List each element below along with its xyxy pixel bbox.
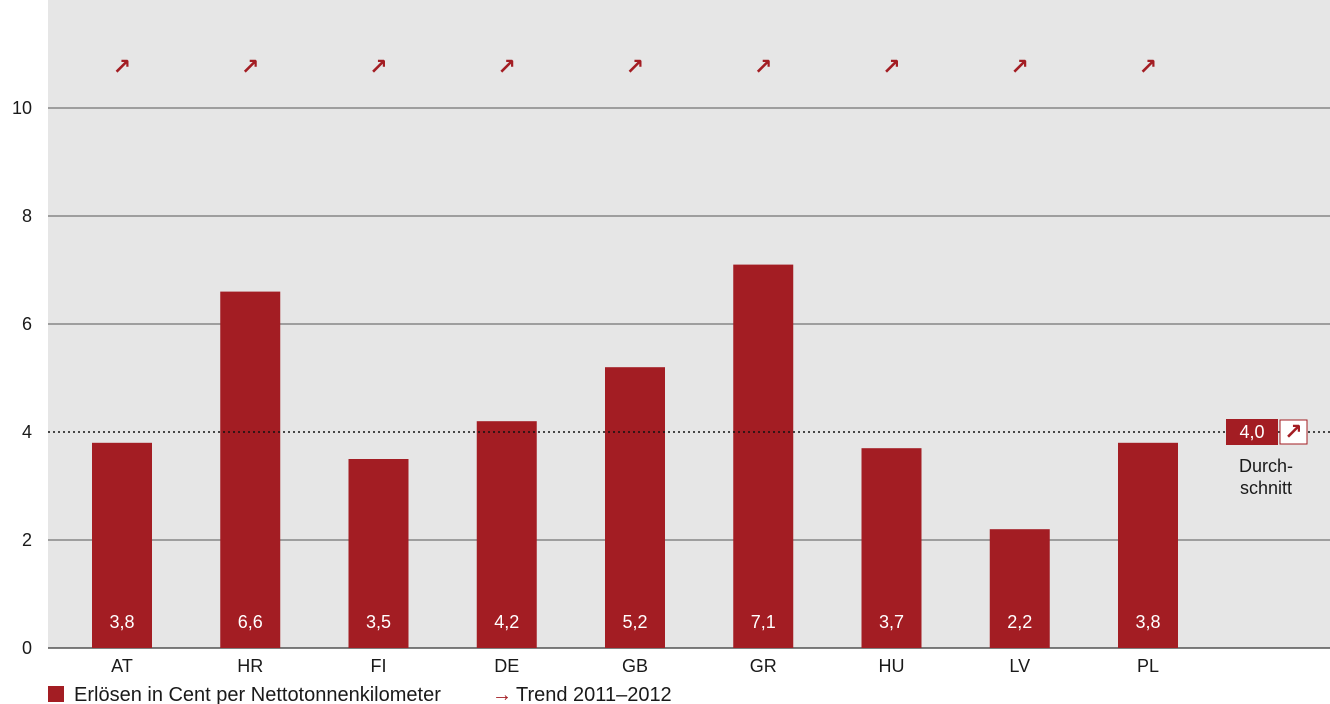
y-tick-label: 6	[22, 314, 32, 334]
legend-series-label: Erlösen in Cent per Nettotonnenkilometer	[74, 684, 441, 704]
trend-arrow-icon: ↗	[1011, 54, 1029, 79]
y-tick-label: 0	[22, 638, 32, 658]
x-tick-label: GB	[622, 656, 648, 676]
trend-arrow-icon: ↗	[626, 54, 644, 79]
trend-arrow-icon: ↗	[113, 54, 131, 79]
bar-value-label: 3,8	[109, 612, 134, 632]
y-tick-label: 10	[12, 98, 32, 118]
bars: 3,8 6,6 3,5 4,2 5,2 7,1 3,7 2,2 3,8	[92, 264, 1178, 648]
x-tick-label: LV	[1009, 656, 1030, 676]
trend-arrow-icon: ↗	[498, 54, 516, 79]
trend-arrow-icon: ↗	[754, 54, 772, 79]
bar	[733, 264, 794, 648]
x-tick-label: FI	[371, 656, 387, 676]
y-tick-label: 4	[22, 422, 32, 442]
legend-swatch	[48, 686, 64, 702]
average-text-line1: Durch-	[1239, 456, 1293, 476]
y-tick-label: 8	[22, 206, 32, 226]
trend-arrow-icon: ↗	[369, 54, 387, 79]
bar-value-label: 3,5	[366, 612, 391, 632]
y-tick-label: 2	[22, 530, 32, 550]
x-tick-label: GR	[750, 656, 777, 676]
average-value-label: 4,0	[1239, 422, 1264, 442]
bar-value-label: 3,8	[1135, 612, 1160, 632]
x-tick-label: PL	[1137, 656, 1159, 676]
bar	[605, 367, 665, 648]
trend-arrow-icon: ↗	[882, 54, 900, 79]
trend-arrow-icon: ↗	[241, 54, 259, 79]
average-trend-icon: ↗	[1284, 419, 1302, 444]
y-axis-ticks: 0 2 4 6 8 10	[12, 98, 32, 658]
trend-arrows: ↗ ↗ ↗ ↗ ↗ ↗ ↗ ↗ ↗	[113, 54, 1157, 79]
bar	[92, 442, 152, 648]
bar	[476, 421, 537, 648]
average-trend-box	[1279, 419, 1308, 445]
legend-trend-arrow-icon: →	[492, 684, 512, 704]
average-text-line2: schnitt	[1240, 478, 1292, 498]
trend-arrow-icon: ↗	[1139, 54, 1157, 79]
x-tick-label: AT	[111, 656, 133, 676]
x-tick-label: HU	[879, 656, 905, 676]
x-tick-label: DE	[494, 656, 519, 676]
bar	[1118, 442, 1178, 648]
bar-value-label: 6,6	[238, 612, 263, 632]
bar-value-label: 3,7	[879, 612, 904, 632]
legend: Erlösen in Cent per Nettotonnenkilometer…	[48, 684, 672, 704]
x-axis-labels: AT HR FI DE GB GR HU LV PL	[111, 656, 1159, 676]
bar	[989, 529, 1050, 648]
bar-value-label: 2,2	[1007, 612, 1032, 632]
bar	[861, 448, 922, 648]
legend-trend-label: Trend 2011–2012	[516, 684, 672, 704]
average-value-box	[1226, 419, 1278, 445]
bar-value-label: 4,2	[494, 612, 519, 632]
bar	[220, 291, 281, 648]
average-marker: 4,0 ↗ Durch-schnitt	[48, 419, 1330, 498]
bar-value-label: 7,1	[751, 612, 776, 632]
x-tick-label: HR	[237, 656, 263, 676]
bar	[348, 459, 409, 648]
bar-value-label: 5,2	[622, 612, 647, 632]
